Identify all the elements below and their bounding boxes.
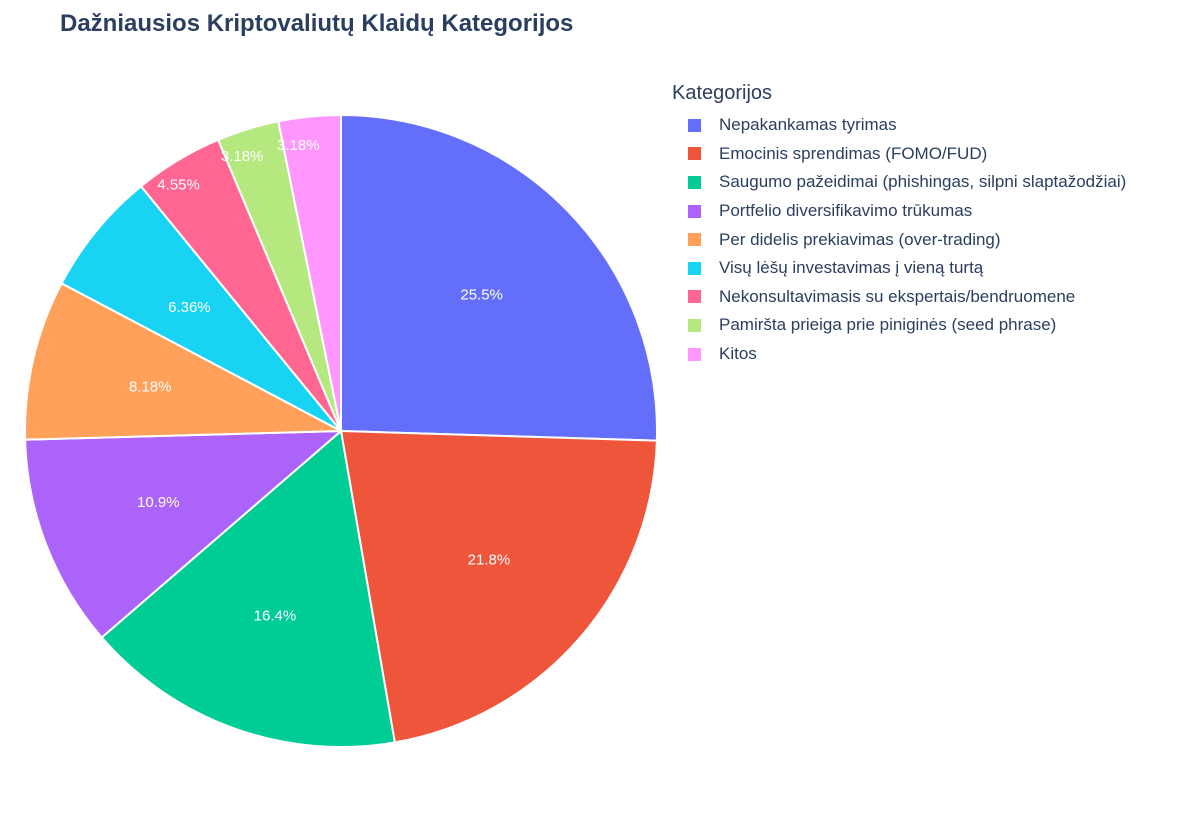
legend-swatch [688,175,701,189]
legend-swatch [688,147,701,161]
legend-item-6[interactable]: Visų lėšų investavimas į vieną turtą [672,254,1126,283]
legend-swatch [688,318,701,332]
legend-item-3[interactable]: Saugumo pažeidimai (phishingas, silpni s… [672,168,1126,197]
legend-label: Nepakankamas tyrimas [719,115,897,135]
legend-item-9[interactable]: Kitos [672,340,1126,369]
pie-slice-4[interactable] [24,429,344,639]
legend-label: Per didelis prekiavimas (over-trading) [719,229,1001,249]
pie-slice-6[interactable] [60,184,342,432]
legend-item-2[interactable]: Emocinis sprendimas (FOMO/FUD) [672,140,1126,169]
legend-title: Kategorijos [672,82,773,104]
legend-label: Nekonsultavimasis su ekspertais/bendruom… [719,286,1076,306]
pie-slice-label-8: 3.18% [221,148,264,165]
pie-slice-labels: 25.5% 21.8% 16.4% 10.9% 8.18% 6.36% 4.55% 3.18%… [129,137,510,625]
legend-label: Portfelio diversifikavimo trūkumas [719,201,973,221]
legend-swatch [688,347,701,361]
legend-label: Visų lėšų investavimas į vieną turtą [719,258,984,278]
pie-slice-9[interactable] [277,113,342,432]
pie-slice-3[interactable] [100,429,396,748]
pie-slice-label-5: 8.18% [129,378,172,395]
pie-slice-1[interactable] [340,113,658,442]
legend-swatch [688,233,701,247]
pie-slice-label-2: 21.8% [468,551,511,568]
legend-swatch [688,290,701,304]
legend-label: Saugumo pažeidimai (phishingas, silpni s… [719,172,1127,192]
chart-title: Dažniausios Kriptovaliutų Klaidų Kategor… [60,10,574,37]
pie-slice-label-9: 3.18% [277,137,320,154]
pie-slice-label-3: 16.4% [254,607,297,624]
legend-label: Pamiršta prieiga prie piniginės (seed ph… [719,315,1057,335]
legend-item-1[interactable]: Nepakankamas tyrimas [672,111,1126,140]
pie-slice-label-1: 25.5% [460,287,503,304]
pie-slice-5[interactable] [24,281,345,441]
legend-swatch [688,261,701,275]
pie-slice-label-4: 10.9% [137,494,180,511]
legend-swatch [688,118,701,132]
legend-item-4[interactable]: Portfelio diversifikavimo trūkumas [672,197,1126,226]
legend-label: Emocinis sprendimas (FOMO/FUD) [719,143,988,163]
legend-item-7[interactable]: Nekonsultavimasis su ekspertais/bendruom… [672,283,1126,312]
legend: Kategorijos Nepakankamas tyrimas Emocinis… [672,82,1126,368]
pie-slice-label-6: 6.36% [168,299,211,316]
legend-label: Kitos [719,344,757,364]
pie-slice-2[interactable] [339,429,658,744]
legend-item-8[interactable]: Pamiršta prieiga prie piniginės (seed ph… [672,311,1126,340]
legend-items: Nepakankamas tyrimas Emocinis sprendimas … [672,111,1126,368]
pie-slices [24,113,658,748]
legend-item-5[interactable]: Per didelis prekiavimas (over-trading) [672,225,1126,254]
pie-slice-label-7: 4.55% [157,177,200,194]
legend-swatch [688,204,701,218]
